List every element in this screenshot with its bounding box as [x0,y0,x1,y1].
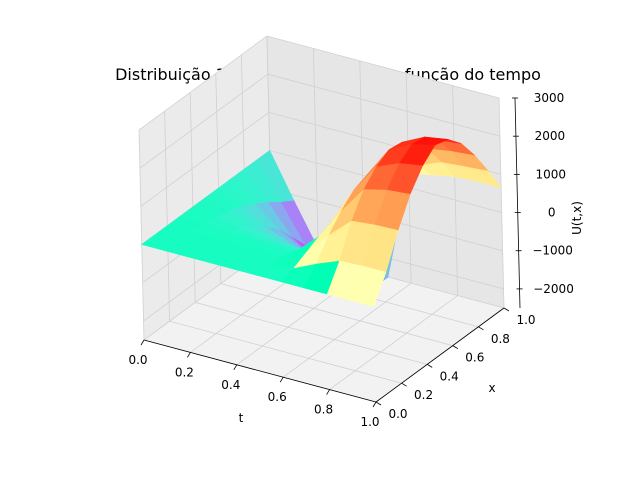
z-tick-label: 1000 [536,167,567,181]
t-tick-label: 0.0 [128,353,147,367]
t-tick-label: 0.2 [175,365,194,379]
surface-plot [141,136,502,307]
z-axis-line [514,97,521,309]
grid-line [189,92,428,365]
x-tick-label: 0.4 [440,369,459,383]
x-tick-label: 0.6 [465,351,484,365]
t-tick [187,352,191,358]
surface-patch [350,265,387,307]
t-tick [140,339,145,346]
z-tick-label: −1000 [532,244,573,258]
t-tick [233,364,238,371]
t-tick-label: 0.6 [268,390,287,404]
grid-line [138,35,500,131]
grid-line [164,111,402,384]
x-tick-label: 0.2 [414,388,433,402]
z-tick-label: 0 [548,206,556,220]
t-tick [279,376,284,383]
x-tick [478,326,484,331]
z-tick-label: 2000 [535,129,566,143]
x-axis-label: t [239,411,244,425]
z-axis-label: U(t,x) [570,201,584,235]
t-tick-label: 0.4 [221,378,240,392]
x-tick [452,345,459,349]
x-tick-label: 0.0 [388,407,407,421]
z-tick-label: −2000 [533,282,574,296]
t-tick-label: 0.8 [314,403,333,417]
t-tick [326,389,330,395]
x-tick [503,307,510,312]
x-tick [375,401,382,406]
x-tick [401,382,407,387]
x-axis-line [375,307,505,403]
z-tick-label: 3000 [534,91,565,105]
x-tick [426,364,433,368]
x-tick-label: 1.0 [516,313,535,327]
t-axis-line [143,339,377,403]
t-tick-label: 1.0 [360,415,379,429]
x-tick-label: 0.8 [491,332,510,346]
y-axis-label: x [488,381,495,395]
axes: 0.0 0.2 0.4 0.6 0.8 1.0 0.0 0.2 0.4 0.6 0.8 1.0 −200… [128,91,573,429]
grid-line [139,73,501,169]
grid-line [215,73,453,346]
t-tick [372,401,377,408]
floor-pane [144,246,504,402]
